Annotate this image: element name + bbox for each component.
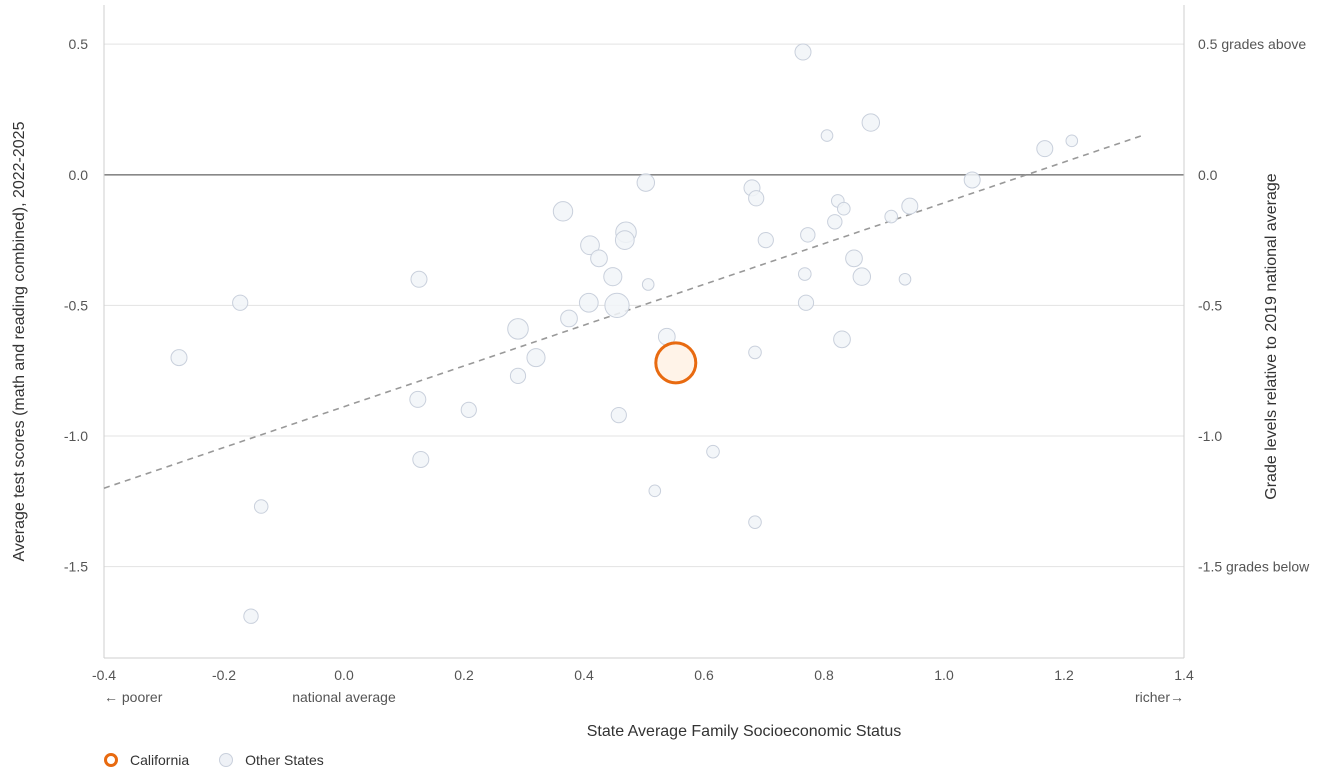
state-point-other	[614, 230, 635, 250]
state-point-other	[757, 231, 774, 249]
state-point-other	[578, 292, 599, 313]
state-point-other	[845, 249, 863, 268]
x-annotation-richer: richer→	[1135, 689, 1184, 705]
y-tick-label-right: 0.5 grades above	[1198, 36, 1306, 52]
y-tick-label-right: -0.5	[1198, 297, 1222, 313]
state-point-other	[560, 309, 578, 328]
state-point-other	[590, 249, 608, 268]
legend: California Other States	[104, 752, 354, 768]
trend-line	[103, 134, 1143, 489]
state-point-other	[410, 270, 428, 288]
state-point-other	[243, 608, 259, 624]
state-point-other	[580, 235, 600, 256]
california-swatch-icon	[104, 753, 118, 767]
state-point-other	[509, 367, 527, 385]
x-annotation-national-average: national average	[292, 689, 396, 705]
trend-layer	[103, 134, 1143, 489]
state-point-other	[748, 190, 765, 207]
y-tick-label-left: 0.0	[69, 167, 89, 183]
x-tick-label: 0.0	[334, 667, 354, 683]
state-point-other	[800, 227, 816, 243]
state-point-other	[603, 267, 623, 287]
y-tick-label-left: 0.5	[69, 36, 89, 52]
axis-layer	[103, 5, 1185, 659]
y-tick-label-right: -1.5 grades below	[1198, 559, 1310, 575]
grid-layer	[104, 43, 1184, 568]
state-point-other	[253, 499, 269, 514]
x-tick-label: -0.4	[92, 667, 116, 683]
x-tick-label: 0.2	[454, 667, 474, 683]
state-point-other	[884, 209, 899, 224]
scatter-chart: 0.5 0.5 grades above 0.0 0.0 -0.5 -0.5 -1.0 -1.…	[11, 5, 1310, 740]
legend-item-other-states[interactable]: Other States	[219, 752, 324, 768]
legend-label-california: California	[130, 752, 190, 768]
state-point-california	[654, 341, 698, 385]
state-point-other	[898, 272, 912, 286]
state-point-other	[748, 345, 762, 360]
y-tick-label-right: -1.0	[1198, 428, 1222, 444]
state-point-other	[507, 318, 529, 340]
state-point-other	[827, 214, 843, 230]
state-point-other	[794, 43, 812, 61]
y-axis-title-left: Average test scores (math and reading co…	[11, 121, 28, 561]
x-tick-label: 0.8	[814, 667, 834, 683]
state-point-other	[412, 450, 430, 468]
state-point-other	[797, 267, 812, 281]
x-tick-label: 1.2	[1054, 667, 1074, 683]
label-layer: 0.5 0.5 grades above 0.0 0.0 -0.5 -0.5 -1.0 -1.…	[11, 36, 1310, 740]
state-point-other	[641, 278, 655, 291]
points-layer	[170, 43, 1079, 624]
y-tick-label-left: -1.0	[64, 428, 88, 444]
x-tick-label: 1.4	[1174, 667, 1194, 683]
y-axis-title-right: Grade levels relative to 2019 national a…	[1263, 173, 1280, 500]
state-point-other	[706, 444, 720, 459]
state-point-other	[797, 294, 815, 311]
x-tick-label: 0.4	[574, 667, 594, 683]
x-tick-label: 0.6	[694, 667, 714, 683]
state-point-other	[526, 348, 546, 368]
state-point-other	[861, 113, 881, 132]
state-point-other	[170, 349, 188, 367]
state-point-other	[820, 129, 834, 142]
state-point-other	[901, 197, 919, 215]
state-point-other	[836, 201, 851, 216]
state-point-other	[833, 330, 851, 349]
x-axis-title: State Average Family Socioeconomic Statu…	[587, 723, 902, 740]
x-annotation-poorer: ← poorer	[104, 689, 163, 705]
state-point-other	[963, 171, 981, 189]
state-point-other	[748, 515, 762, 529]
state-point-other	[552, 201, 574, 222]
x-tick-label: 1.0	[934, 667, 954, 683]
state-point-other	[604, 292, 630, 318]
state-point-other	[610, 406, 627, 424]
other-states-swatch-icon	[219, 753, 234, 767]
legend-label-other-states: Other States	[245, 752, 324, 768]
state-point-other	[232, 294, 249, 311]
state-point-other	[409, 390, 427, 408]
state-point-other	[648, 484, 662, 498]
x-tick-label: -0.2	[212, 667, 236, 683]
y-tick-label-left: -1.5	[64, 559, 88, 575]
state-point-other	[636, 173, 656, 192]
y-tick-label-left: -0.5	[64, 297, 88, 313]
state-point-other	[852, 267, 872, 286]
state-point-other	[1036, 140, 1054, 158]
state-point-other	[460, 401, 477, 418]
legend-item-california[interactable]: California	[104, 752, 189, 768]
y-tick-label-right: 0.0	[1198, 167, 1218, 183]
state-point-other	[1065, 134, 1079, 148]
